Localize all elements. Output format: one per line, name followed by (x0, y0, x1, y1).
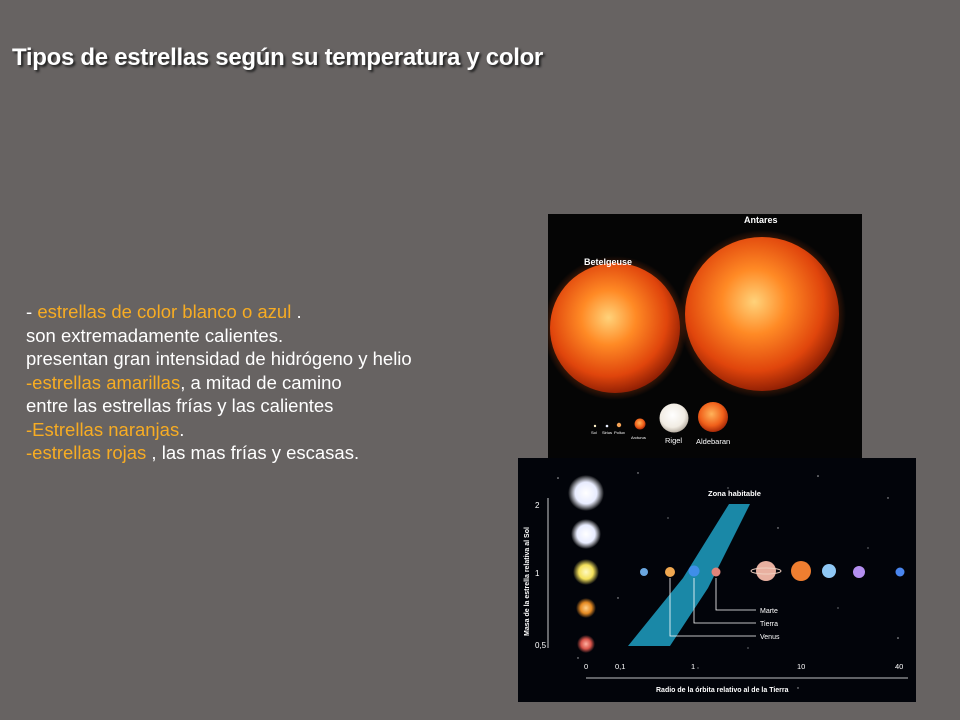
planet-2 (665, 567, 675, 577)
red-star (577, 635, 595, 653)
rigel-label: Rigel (665, 436, 682, 445)
highlight-white-blue-stars: estrellas de color blanco o azul (37, 301, 292, 322)
planet-orange (791, 561, 811, 581)
line-between-cold-hot: entre las estrellas frías y las caliente… (26, 395, 334, 416)
x-tick-0-1: 0,1 (615, 662, 625, 671)
habitable-zone-image: Masa de la estrella relativa al Sol 2 1 … (518, 458, 916, 702)
planet-ring-1 (750, 567, 782, 575)
blue-white-star (571, 519, 601, 549)
planet-blue (895, 567, 905, 577)
line-extremely-hot: son extremadamente calientes. (26, 324, 284, 346)
betelgeuse-label: Betelgeuse (584, 257, 632, 267)
label-venus: Venus (760, 634, 780, 641)
highlight-yellow-stars: -estrellas amarillas (26, 371, 181, 393)
y-axis-label: Masa de la estrella relativa al Sol (524, 527, 531, 636)
orange-star (576, 598, 596, 618)
line-white-blue-stars: - estrellas de color blanco o azul . (26, 300, 476, 324)
betelgeuse-star (550, 263, 680, 393)
bullet-dash: - (26, 301, 38, 322)
highlight-red-stars: -estrellas rojas (26, 442, 147, 463)
habitable-zone-label: Zona habitable (708, 489, 761, 498)
label-tierra: Tierra (760, 621, 778, 628)
line-suffix: , a mitad de camino (180, 371, 342, 393)
habitable-zone-band (628, 504, 750, 646)
y-tick-0-5: 0,5 (535, 641, 547, 650)
pollux-star (616, 422, 622, 428)
planet-ringed-1 (756, 561, 776, 581)
pollux-label: Pollux (614, 430, 625, 435)
sol-label: Sol (591, 430, 597, 435)
line-hydrogen-helium: presentan gran intensidad de hidrógeno y… (26, 348, 412, 369)
slide-title: Tipos de estrellas según su temperatura … (12, 44, 543, 71)
line-yellow-stars: -estrellas amarillas, a mitad de camino (26, 371, 476, 395)
body-text: - estrellas de color blanco o azul . son… (26, 300, 476, 465)
sirius-label: Sirius (602, 430, 612, 435)
planet-4 (711, 567, 721, 577)
x-tick-10: 10 (797, 662, 805, 671)
x-tick-40: 40 (895, 662, 903, 671)
star-size-svg: Antares Betelgeuse Sol Sirius Pollux Arc… (548, 215, 846, 446)
planet-light-blue (822, 564, 836, 578)
label-marte: Marte (760, 608, 778, 615)
background-stars (557, 472, 899, 689)
highlight-orange-stars: -Estrellas naranjas (26, 418, 180, 440)
star-size-comparison-image: Antares Betelgeuse Sol Sirius Pollux Arc… (548, 214, 862, 462)
arcturus-star (634, 418, 646, 430)
antares-star (685, 237, 839, 391)
rigel-star (659, 403, 689, 433)
planet-violet (853, 566, 865, 578)
yellow-star (573, 559, 599, 585)
aldebaran-label: Aldebaran (696, 437, 730, 446)
line-suffix: . (291, 301, 302, 322)
antares-label: Antares (744, 215, 778, 225)
line-suffix: , las mas frías y escasas. (146, 442, 360, 463)
sol-star (593, 424, 597, 428)
planet-1 (640, 568, 648, 576)
x-tick-0: 0 (584, 662, 588, 671)
aldebaran-star (698, 402, 728, 432)
planet-3 (688, 565, 700, 577)
habitable-zone-svg: Masa de la estrella relativa al Sol 2 1 … (524, 472, 908, 694)
tierra-callout-line (693, 578, 756, 624)
sirius-star (605, 424, 609, 428)
y-tick-1: 1 (535, 569, 540, 578)
x-tick-1: 1 (691, 662, 695, 671)
line-suffix: . (179, 418, 185, 440)
y-tick-2: 2 (535, 501, 540, 510)
arcturus-label: Arcturus (631, 435, 646, 440)
venus-callout-line (669, 578, 756, 637)
line-orange-stars: -Estrellas naranjas. (26, 418, 476, 442)
line-red-stars: -estrellas rojas , las mas frías y escas… (26, 441, 476, 465)
white-star (568, 475, 604, 511)
x-axis-label: Radio de la órbita relativo al de la Tie… (656, 687, 789, 694)
marte-callout-line (715, 578, 732, 611)
